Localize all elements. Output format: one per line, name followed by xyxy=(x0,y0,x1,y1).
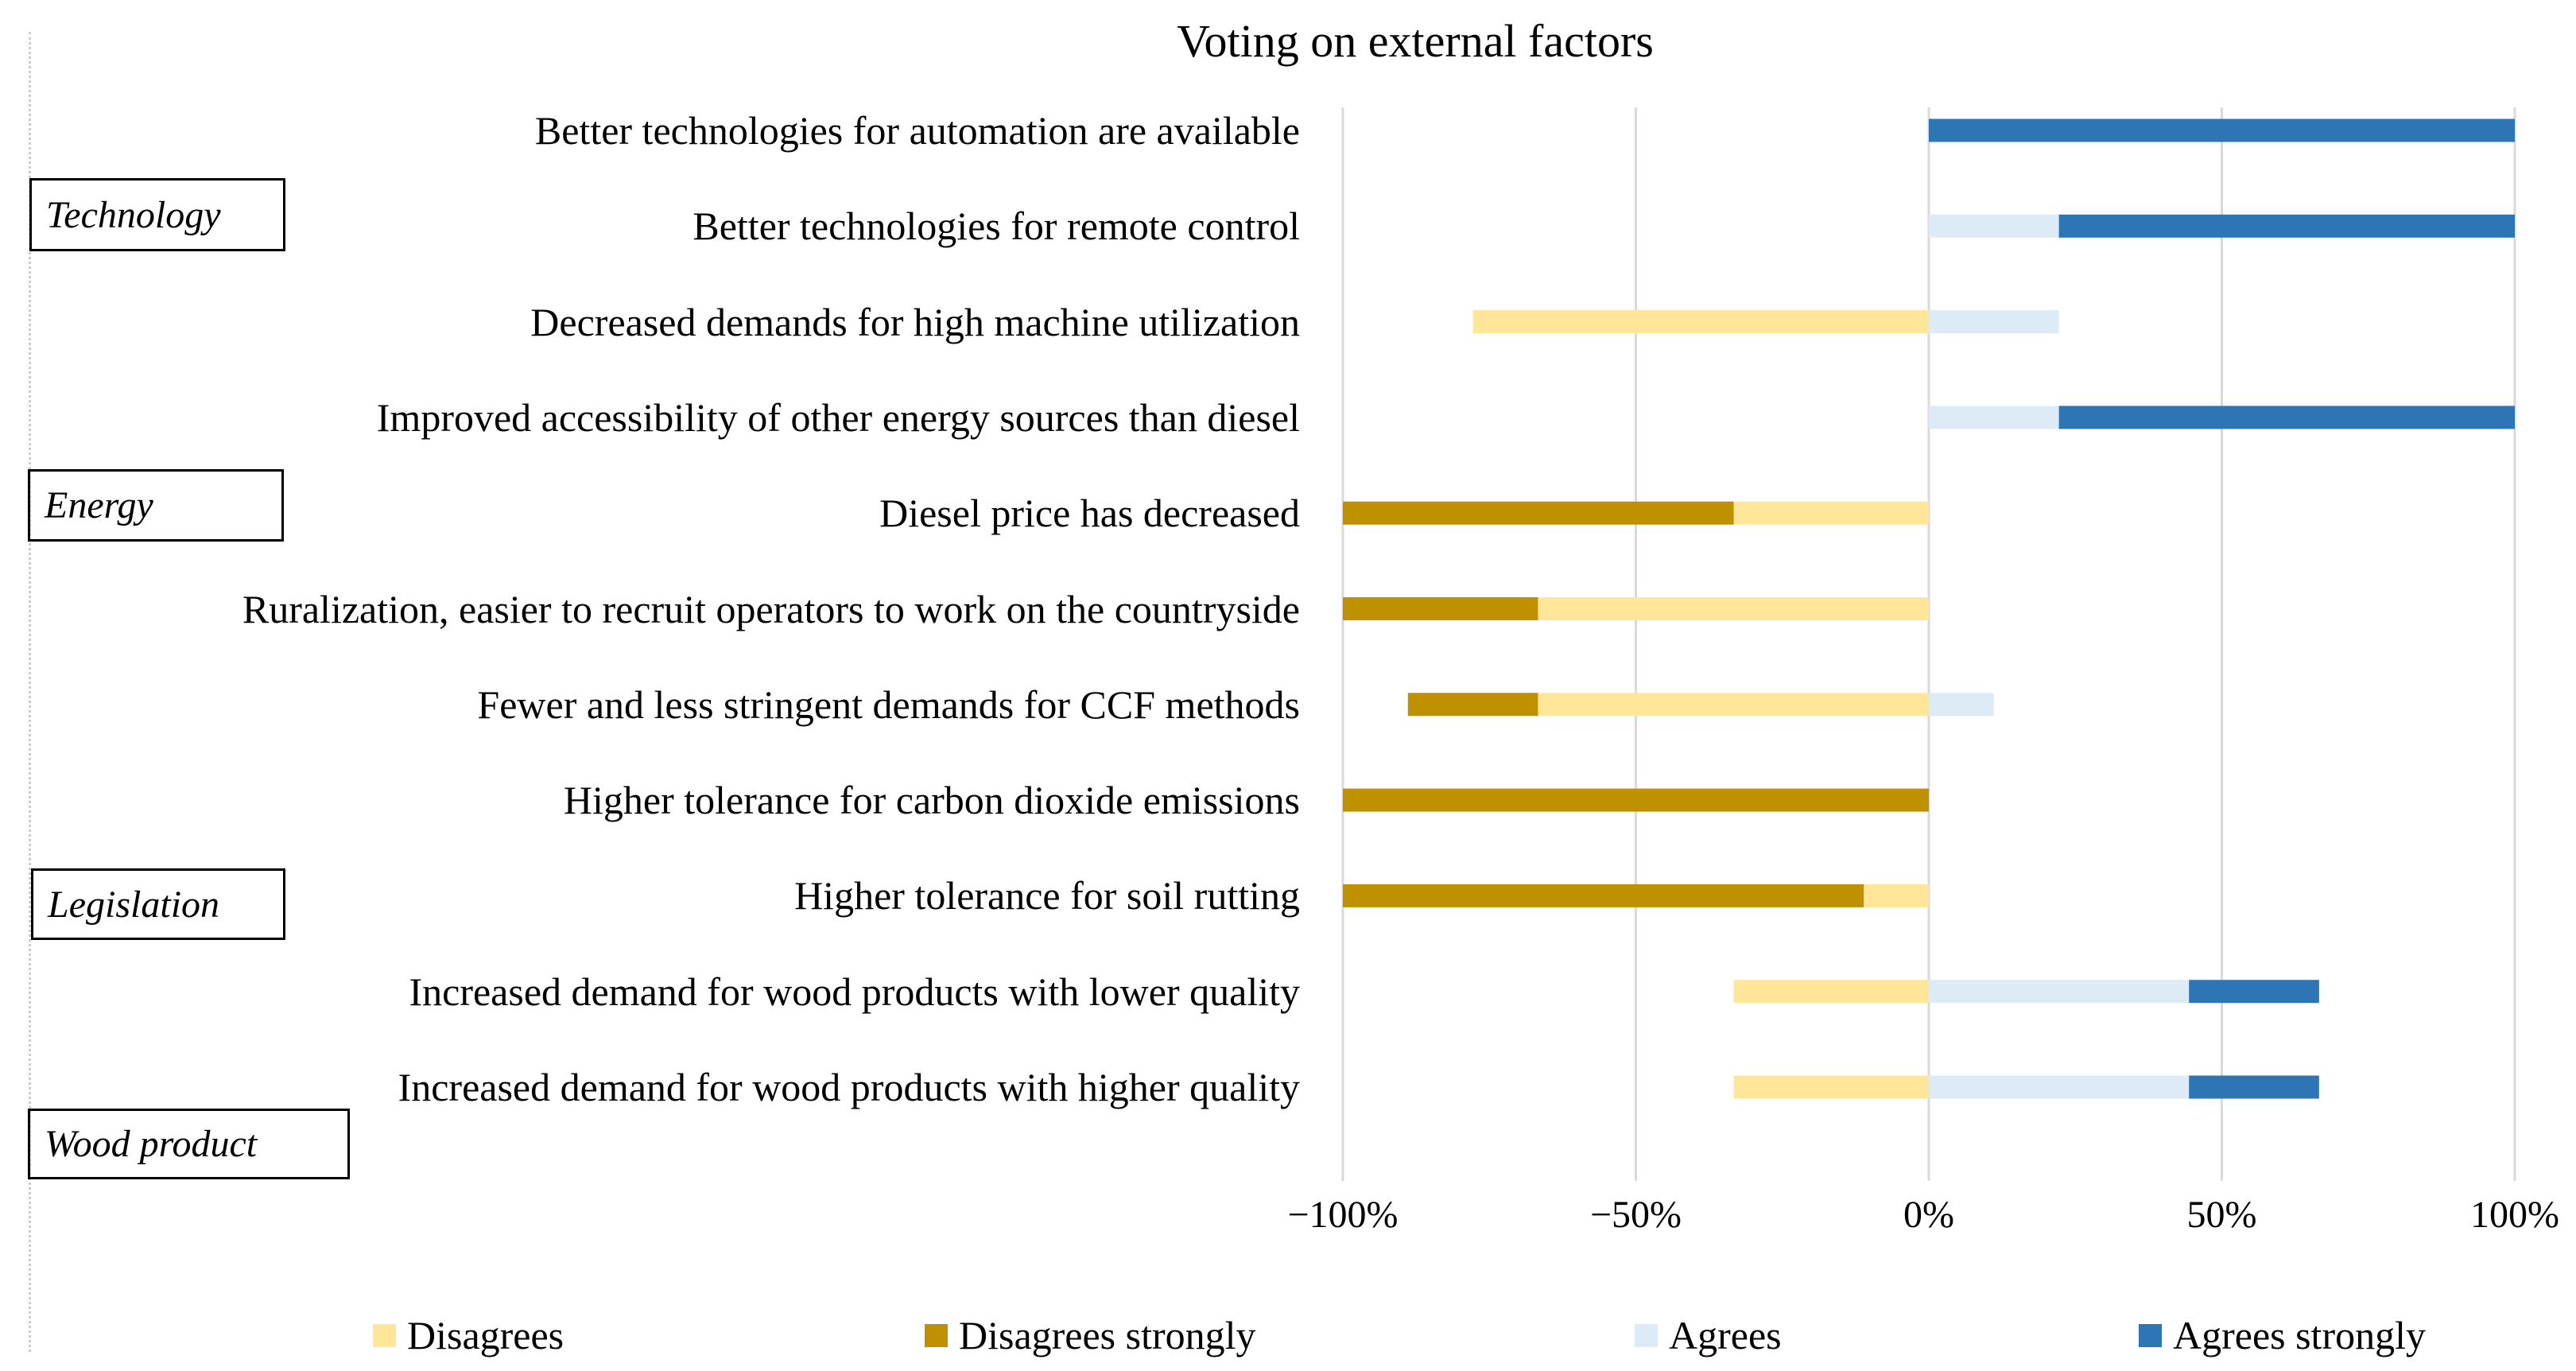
group-label-wood-product: Wood product xyxy=(28,1109,350,1179)
bar-agrees-strongly xyxy=(2058,214,2515,238)
bar-disagrees xyxy=(1472,310,1929,334)
category-label: Increased demand for wood products with … xyxy=(409,969,1300,1014)
bar-disagrees-strongly xyxy=(1343,788,1929,812)
chart-title: Voting on external factors xyxy=(1177,15,1654,67)
bar-agrees xyxy=(1929,693,1994,717)
legend-label: Disagrees strongly xyxy=(959,1313,1256,1357)
category-label: Better technologies for remote control xyxy=(692,204,1300,249)
category-label: Fewer and less stringent demands for CCF… xyxy=(477,682,1300,727)
legend-swatch xyxy=(925,1323,948,1347)
legend-label: Disagrees xyxy=(407,1313,564,1357)
bar-agrees-strongly xyxy=(1929,118,2515,142)
x-tick-label: 50% xyxy=(2186,1194,2257,1236)
category-label: Improved accessibility of other energy s… xyxy=(376,394,1300,440)
x-tick-label: 100% xyxy=(2470,1194,2559,1236)
x-tick-label: −100% xyxy=(1287,1194,1399,1236)
legend-label: Agrees xyxy=(1669,1313,1782,1357)
legend-item: Disagrees strongly xyxy=(925,1312,1256,1358)
left-axis-line xyxy=(29,32,31,1352)
category-label: Diesel price has decreased xyxy=(879,491,1300,536)
bar-disagrees xyxy=(1733,501,1929,525)
bar-disagrees xyxy=(1733,980,1929,1004)
legend-swatch xyxy=(2139,1323,2162,1347)
group-label-legislation: Legislation xyxy=(31,868,285,940)
category-label: Decreased demands for high machine utili… xyxy=(530,299,1300,344)
legend-item: Agrees xyxy=(1635,1312,1782,1358)
bar-agrees xyxy=(1929,980,2190,1004)
category-label: Higher tolerance for soil rutting xyxy=(794,873,1300,919)
legend-item: Agrees strongly xyxy=(2139,1312,2426,1358)
bar-disagrees-strongly xyxy=(1407,693,1538,717)
bar-disagrees xyxy=(1538,597,1929,620)
category-label: Higher tolerance for carbon dioxide emis… xyxy=(563,778,1300,823)
bar-agrees xyxy=(1929,214,2059,238)
bar-disagrees xyxy=(1733,1075,1929,1099)
bar-disagrees-strongly xyxy=(1343,884,1864,907)
x-tick-label: −50% xyxy=(1589,1194,1682,1236)
category-label: Ruralization, easier to recruit operator… xyxy=(242,586,1300,631)
bar-agrees xyxy=(1929,406,2059,429)
legend-item: Disagrees xyxy=(373,1312,564,1358)
bar-disagrees xyxy=(1538,693,1929,717)
bar-disagrees-strongly xyxy=(1343,501,1734,525)
category-label: Better technologies for automation are a… xyxy=(534,108,1300,153)
bar-agrees-strongly xyxy=(2058,406,2515,429)
legend-swatch xyxy=(373,1323,396,1347)
bar-agrees xyxy=(1929,1075,2190,1099)
bar-agrees-strongly xyxy=(2189,980,2319,1004)
bar-disagrees-strongly xyxy=(1343,597,1538,620)
x-tick-label: 0% xyxy=(1903,1194,1954,1236)
legend-label: Agrees strongly xyxy=(2173,1313,2426,1357)
group-label-energy: Energy xyxy=(28,469,284,542)
bar-agrees xyxy=(1929,310,2059,334)
bar-agrees-strongly xyxy=(2189,1075,2319,1099)
category-label: Increased demand for wood products with … xyxy=(398,1065,1300,1109)
group-label-technology: Technology xyxy=(29,178,285,251)
bar-disagrees xyxy=(1864,884,1929,907)
legend-swatch xyxy=(1635,1323,1658,1347)
